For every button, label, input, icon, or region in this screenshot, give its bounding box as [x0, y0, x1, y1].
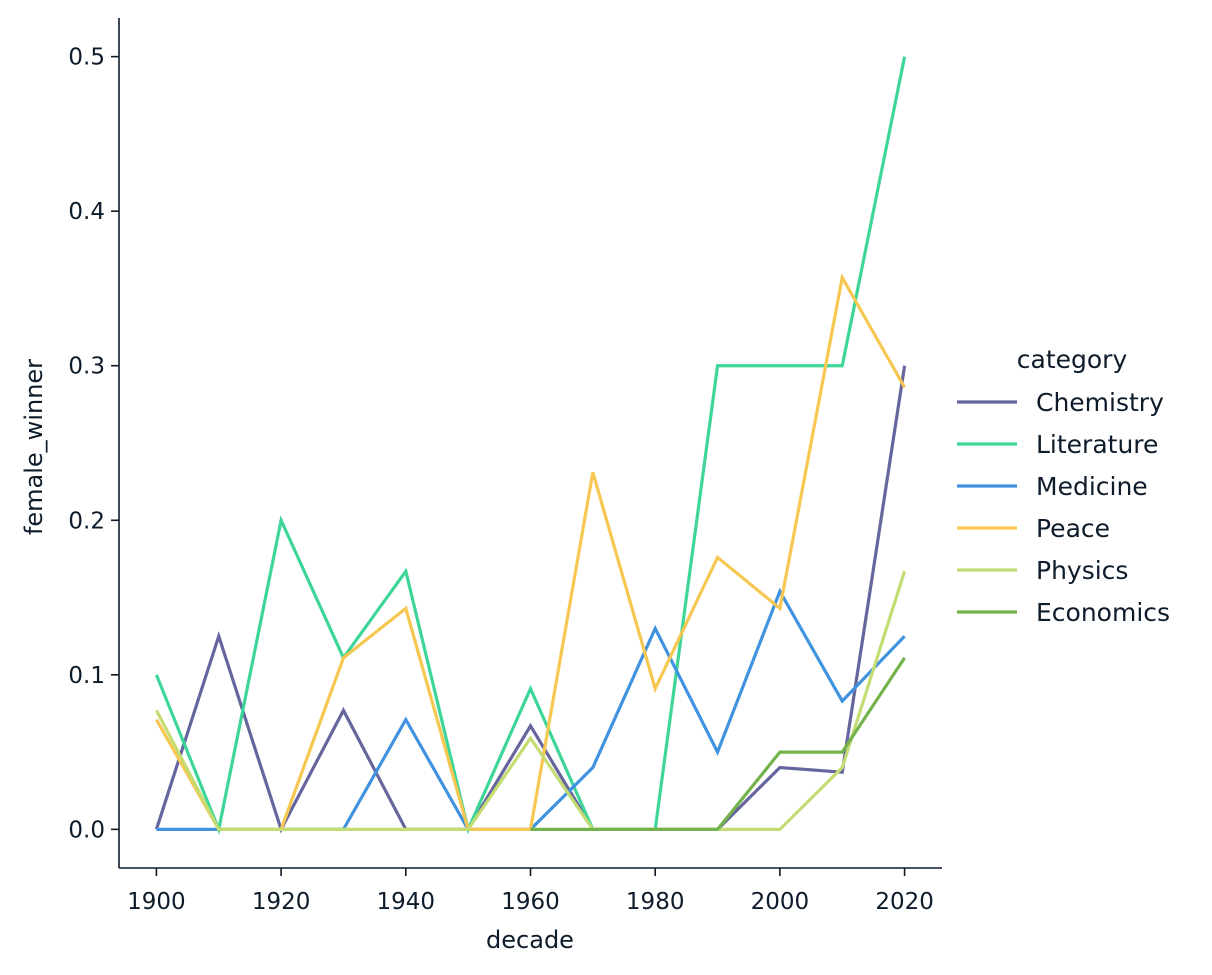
series-layer: [154, 56, 907, 835]
y-axis-label: female_winner: [20, 359, 48, 535]
y-tick-label: 0.5: [68, 45, 105, 71]
y-axis-ticks: 0.0 0.1 0.2 0.3 0.4 0.5: [68, 45, 119, 843]
legend-label-physics: Physics: [1036, 556, 1128, 585]
x-axis-ticks: 1900 1920 1940 1960 1980 2000 2020: [127, 868, 934, 915]
plot-area: 1900 1920 1940 1960 1980 2000 2020 0.00.10.20.…: [20, 18, 942, 954]
legend-label-medicine: Medicine: [1036, 472, 1148, 501]
x-tick-label: 2020: [875, 889, 934, 915]
y-tick-label: 0.2: [68, 508, 105, 534]
legend-items: Chemistry Literature Medicine Peace Physics E…: [957, 388, 1170, 627]
series-line-economics: [530, 656, 906, 831]
x-tick-label: 1980: [626, 889, 685, 915]
series-line-peace: [155, 273, 906, 831]
legend-title: category: [1017, 345, 1128, 374]
x-tick-label: 1960: [501, 889, 560, 915]
legend-label-chemistry: Chemistry: [1036, 388, 1164, 417]
legend-label-economics: Economics: [1036, 598, 1170, 627]
series-line-literature: [154, 56, 907, 835]
y-tick-label: 0.3: [68, 354, 105, 380]
series-line-chemistry: [154, 365, 907, 834]
legend-label-literature: Literature: [1036, 430, 1158, 459]
x-tick-label: 1900: [127, 889, 186, 915]
x-tick-label: 2000: [751, 889, 810, 915]
x-tick-label: 1920: [252, 889, 311, 915]
y-tick-label: 0.1: [68, 663, 105, 689]
legend: category Chemistry Literature Medicine Peac…: [957, 345, 1170, 627]
y-tick-label: 0.0: [68, 817, 105, 843]
x-tick-label: 1940: [377, 889, 436, 915]
series-line-physics: [154, 570, 907, 831]
legend-label-peace: Peace: [1036, 514, 1110, 543]
x-axis-label: decade: [486, 926, 574, 954]
y-tick-label: 0.4: [68, 199, 105, 225]
